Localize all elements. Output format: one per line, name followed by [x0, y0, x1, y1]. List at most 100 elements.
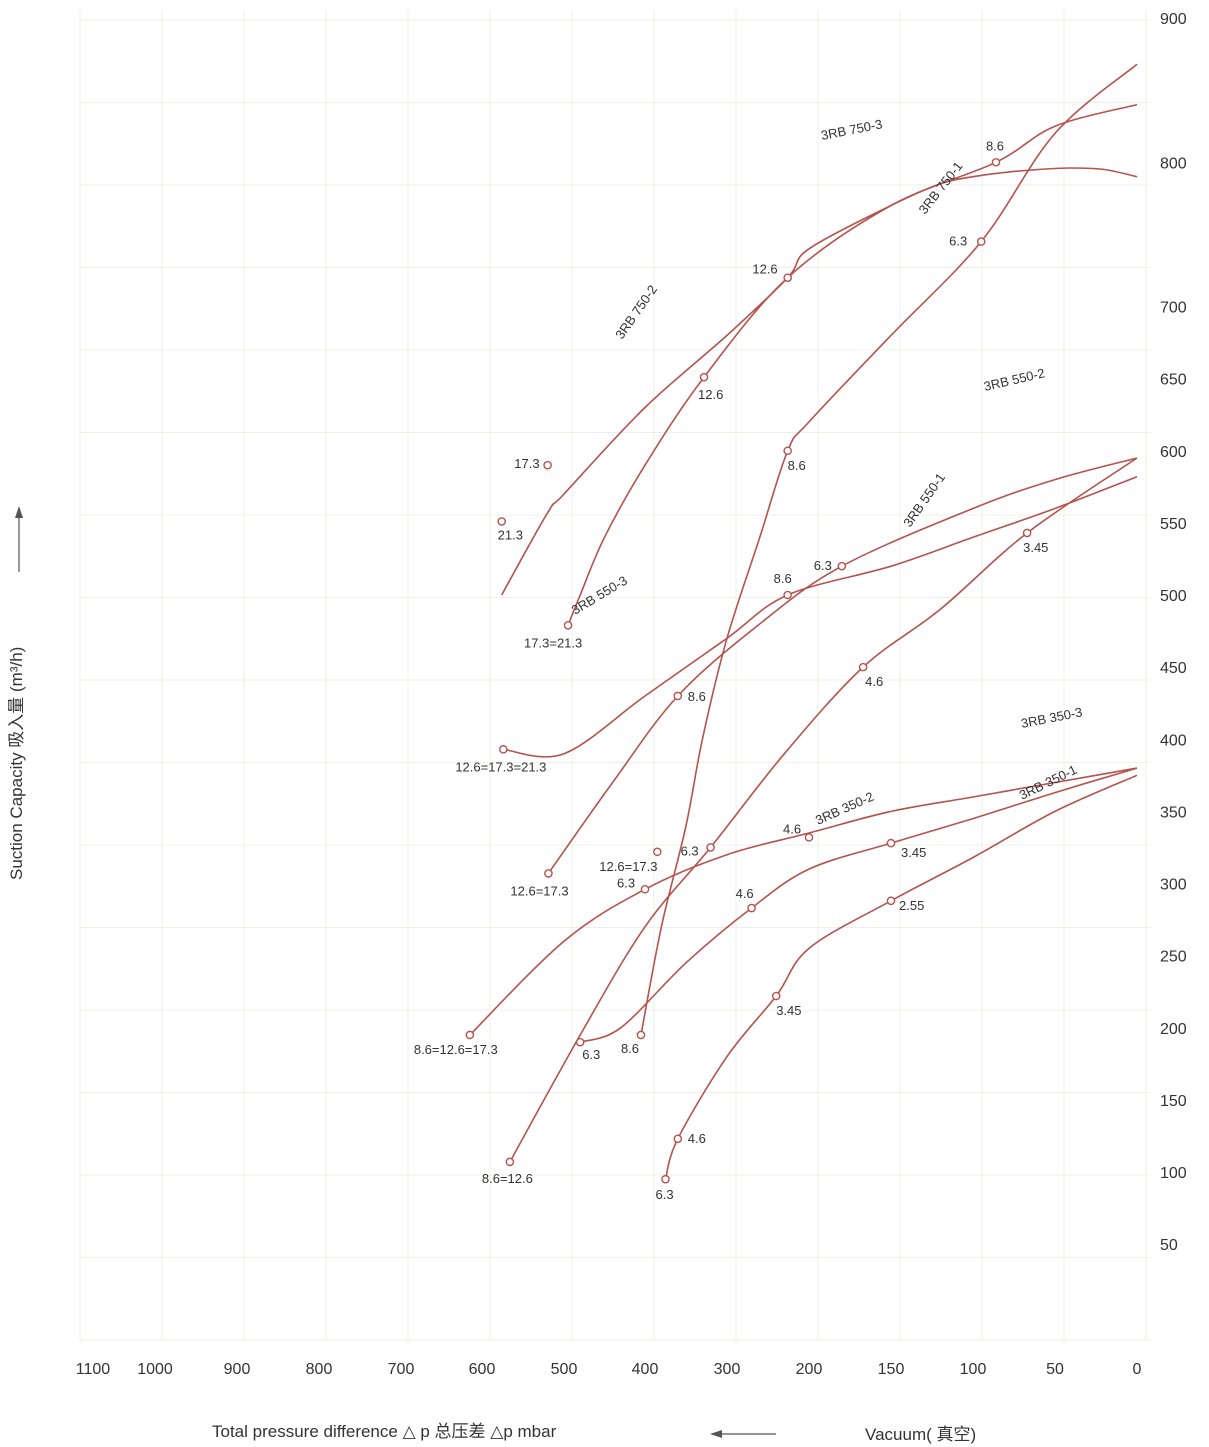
x-tick-label: 0 [1133, 1361, 1142, 1378]
curves [469, 63, 1138, 1180]
data-label: 12.6=17.3 [510, 883, 568, 898]
data-point [858, 662, 868, 672]
data-point [783, 446, 792, 456]
data-point [661, 1174, 670, 1184]
x-axis-arrow [710, 1430, 776, 1438]
y-axis-ticks: 50 100 150 200 250 300 350 400 450 500 550 600 650 70… [1160, 11, 1187, 1254]
series-line [547, 457, 1138, 874]
x-tick-label: 700 [388, 1361, 415, 1378]
series-labels: 3RB 750-3 3RB 750-2 3RB 750-1 3RB 550-3 3RB … [569, 116, 1084, 827]
series-label: 3RB 750-2 [612, 282, 660, 342]
series-line [567, 103, 1138, 626]
y-tick-label: 100 [1160, 1165, 1187, 1182]
x-axis-title: Total pressure difference △ p 总压差 △p mba… [212, 1422, 557, 1441]
data-label: 2.55 [899, 898, 924, 913]
data-label: 8.6 [788, 458, 806, 473]
y-tick-label: 300 [1160, 877, 1187, 894]
series-line [640, 63, 1138, 1036]
data-label: 8.6=12.6=17.3 [414, 1042, 498, 1057]
data-label: 4.6 [688, 1131, 706, 1146]
y-tick-label: 200 [1160, 1021, 1187, 1038]
data-label: 12.6=17.3=21.3 [455, 759, 546, 774]
x-tick-label: 1100 [76, 1361, 111, 1378]
x-tick-label: 900 [224, 1361, 251, 1378]
x-tick-label: 800 [306, 1361, 333, 1378]
x-tick-label: 600 [469, 1361, 496, 1378]
data-label: 8.6=12.6 [482, 1171, 533, 1186]
data-point [771, 991, 781, 1001]
data-label: 4.6 [865, 674, 883, 689]
x-tick-label: 400 [632, 1361, 659, 1378]
series-label: 3RB 350-1 [1017, 762, 1079, 803]
y-tick-label: 450 [1160, 660, 1187, 677]
x-tick-label: 100 [960, 1361, 987, 1378]
series-label: 3RB 550-2 [982, 365, 1046, 394]
x-tick-label: 300 [714, 1361, 741, 1378]
y-tick-label: 150 [1160, 1093, 1187, 1110]
data-point [673, 691, 683, 701]
series-label: 3RB 750-1 [916, 159, 966, 217]
data-label: 12.6 [752, 262, 777, 277]
data-label: 3.45 [1023, 540, 1048, 555]
y-tick-label: 350 [1160, 804, 1187, 821]
y-tick-label: 500 [1160, 588, 1187, 605]
data-label: 21.3 [498, 527, 523, 542]
data-point [886, 838, 896, 848]
data-points [465, 157, 1032, 1184]
y-axis-title: Suction Capacity 吸入量 (m³/h) [7, 647, 26, 880]
data-point [783, 273, 792, 282]
data-label: 3.45 [776, 1003, 801, 1018]
grid [79, 10, 1150, 1341]
x-tick-label: 1000 [137, 1361, 173, 1378]
data-label: 6.3 [656, 1187, 674, 1202]
data-point [499, 745, 508, 754]
data-point [653, 847, 662, 857]
data-label: 4.6 [736, 886, 754, 901]
data-point [706, 843, 715, 852]
data-point [747, 903, 756, 913]
y-tick-label: 900 [1160, 11, 1187, 28]
x-tick-label: 50 [1046, 1361, 1064, 1378]
series-label: 3RB 350-2 [813, 789, 876, 828]
y-tick-label: 800 [1160, 155, 1187, 172]
x-axis-ticks: 1100 1000 900 800 700 600 500 400 300 200 150 100 50… [76, 1361, 1142, 1378]
data-point [673, 1134, 683, 1144]
x-axis-vacuum-label: Vacuum( 真空) [865, 1425, 976, 1444]
series-line [501, 167, 1138, 596]
data-point [837, 561, 847, 571]
data-label: 8.6 [986, 138, 1004, 153]
data-point [505, 1157, 515, 1167]
x-tick-label: 500 [551, 1361, 578, 1378]
data-labels: 12.6 17.3 21.3 8.6 12.6 17.3=21.3 6.3 8.6 12.6=1… [414, 138, 1049, 1202]
x-tick-label: 150 [878, 1361, 905, 1378]
series-line [664, 774, 1138, 1180]
data-point [575, 1037, 585, 1047]
data-label: 12.6 [698, 387, 723, 402]
y-tick-label: 50 [1160, 1237, 1178, 1254]
data-label: 6.3 [949, 234, 967, 249]
data-point [976, 237, 986, 246]
data-point [991, 157, 1001, 167]
y-tick-label: 650 [1160, 372, 1187, 389]
data-label: 6.3 [617, 875, 635, 890]
x-tick-label: 200 [796, 1361, 823, 1378]
data-label: 6.3 [681, 843, 699, 858]
data-point [465, 1030, 475, 1040]
data-label: 17.3 [514, 456, 539, 471]
series-line [509, 457, 1138, 1163]
series-line [469, 767, 1138, 1036]
data-point [544, 869, 553, 878]
series-label: 3RB 750-3 [820, 116, 884, 143]
data-label: 6.3 [582, 1047, 600, 1062]
y-tick-label: 400 [1160, 732, 1187, 749]
data-point [804, 833, 814, 842]
data-point [783, 590, 792, 600]
data-point [497, 517, 506, 526]
data-label: 17.3=21.3 [524, 635, 582, 650]
data-point [640, 884, 650, 894]
y-axis-title-group: Suction Capacity 吸入量 (m³/h) [7, 647, 26, 880]
data-point [563, 620, 573, 630]
series-label: 3RB 350-3 [1020, 704, 1084, 731]
data-point [699, 372, 709, 382]
